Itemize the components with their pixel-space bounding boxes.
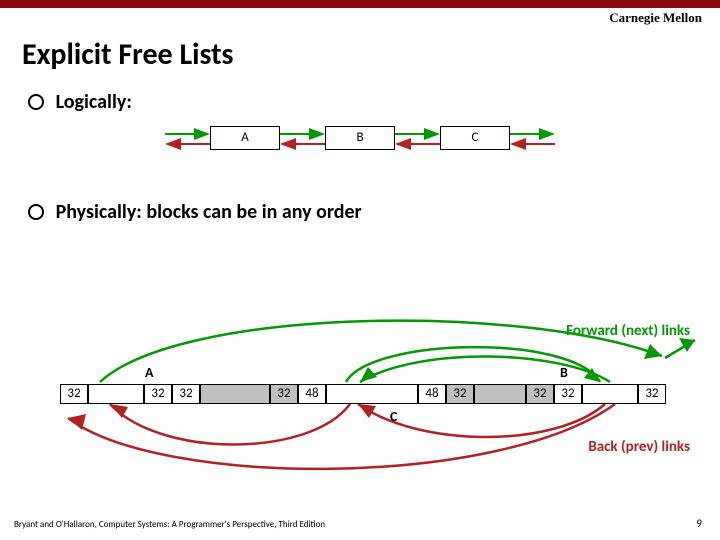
logical-node: A	[210, 126, 280, 150]
memory-cell: 48	[298, 384, 326, 404]
memory-cell: 32	[172, 384, 200, 404]
back-links-label: Back (prev) links	[588, 438, 690, 456]
block-label: B	[560, 364, 568, 381]
bullet-marker-icon	[28, 204, 44, 220]
bullet-text: Logically:	[56, 90, 132, 114]
memory-cell: 48	[418, 384, 446, 404]
memory-cell: 32	[60, 384, 88, 404]
block-label: A	[145, 364, 153, 381]
block-label: C	[390, 408, 397, 425]
forward-links-label: Forward (next) links	[566, 322, 690, 340]
bullet-logically: Logically:	[28, 90, 132, 114]
logical-node: B	[325, 126, 395, 150]
memory-cell	[326, 384, 418, 404]
memory-cell: 32	[526, 384, 554, 404]
memory-cell	[474, 384, 526, 404]
memory-cell	[88, 384, 144, 404]
bullet-text: Physically: blocks can be in any order	[56, 200, 362, 224]
bullet-physically: Physically: blocks can be in any order	[28, 200, 362, 224]
memory-cell: 32	[554, 384, 582, 404]
brand-label: Carnegie Mellon	[609, 10, 702, 26]
logical-node: C	[440, 126, 510, 150]
memory-cell	[200, 384, 270, 404]
memory-cell	[582, 384, 638, 404]
header-bar	[0, 0, 720, 8]
memory-cell: 32	[638, 384, 666, 404]
memory-cell: 32	[144, 384, 172, 404]
memory-cell: 32	[446, 384, 474, 404]
page-number: 9	[696, 517, 702, 530]
logical-diagram: A B C	[0, 126, 720, 186]
footer-citation: Bryant and O'Hallaron, Computer Systems:…	[14, 519, 325, 530]
page-title: Explicit Free Lists	[22, 36, 234, 73]
bullet-marker-icon	[28, 94, 44, 110]
memory-cell: 32	[270, 384, 298, 404]
physical-diagram: Forward (next) links Back (prev) links 3…	[0, 288, 720, 468]
